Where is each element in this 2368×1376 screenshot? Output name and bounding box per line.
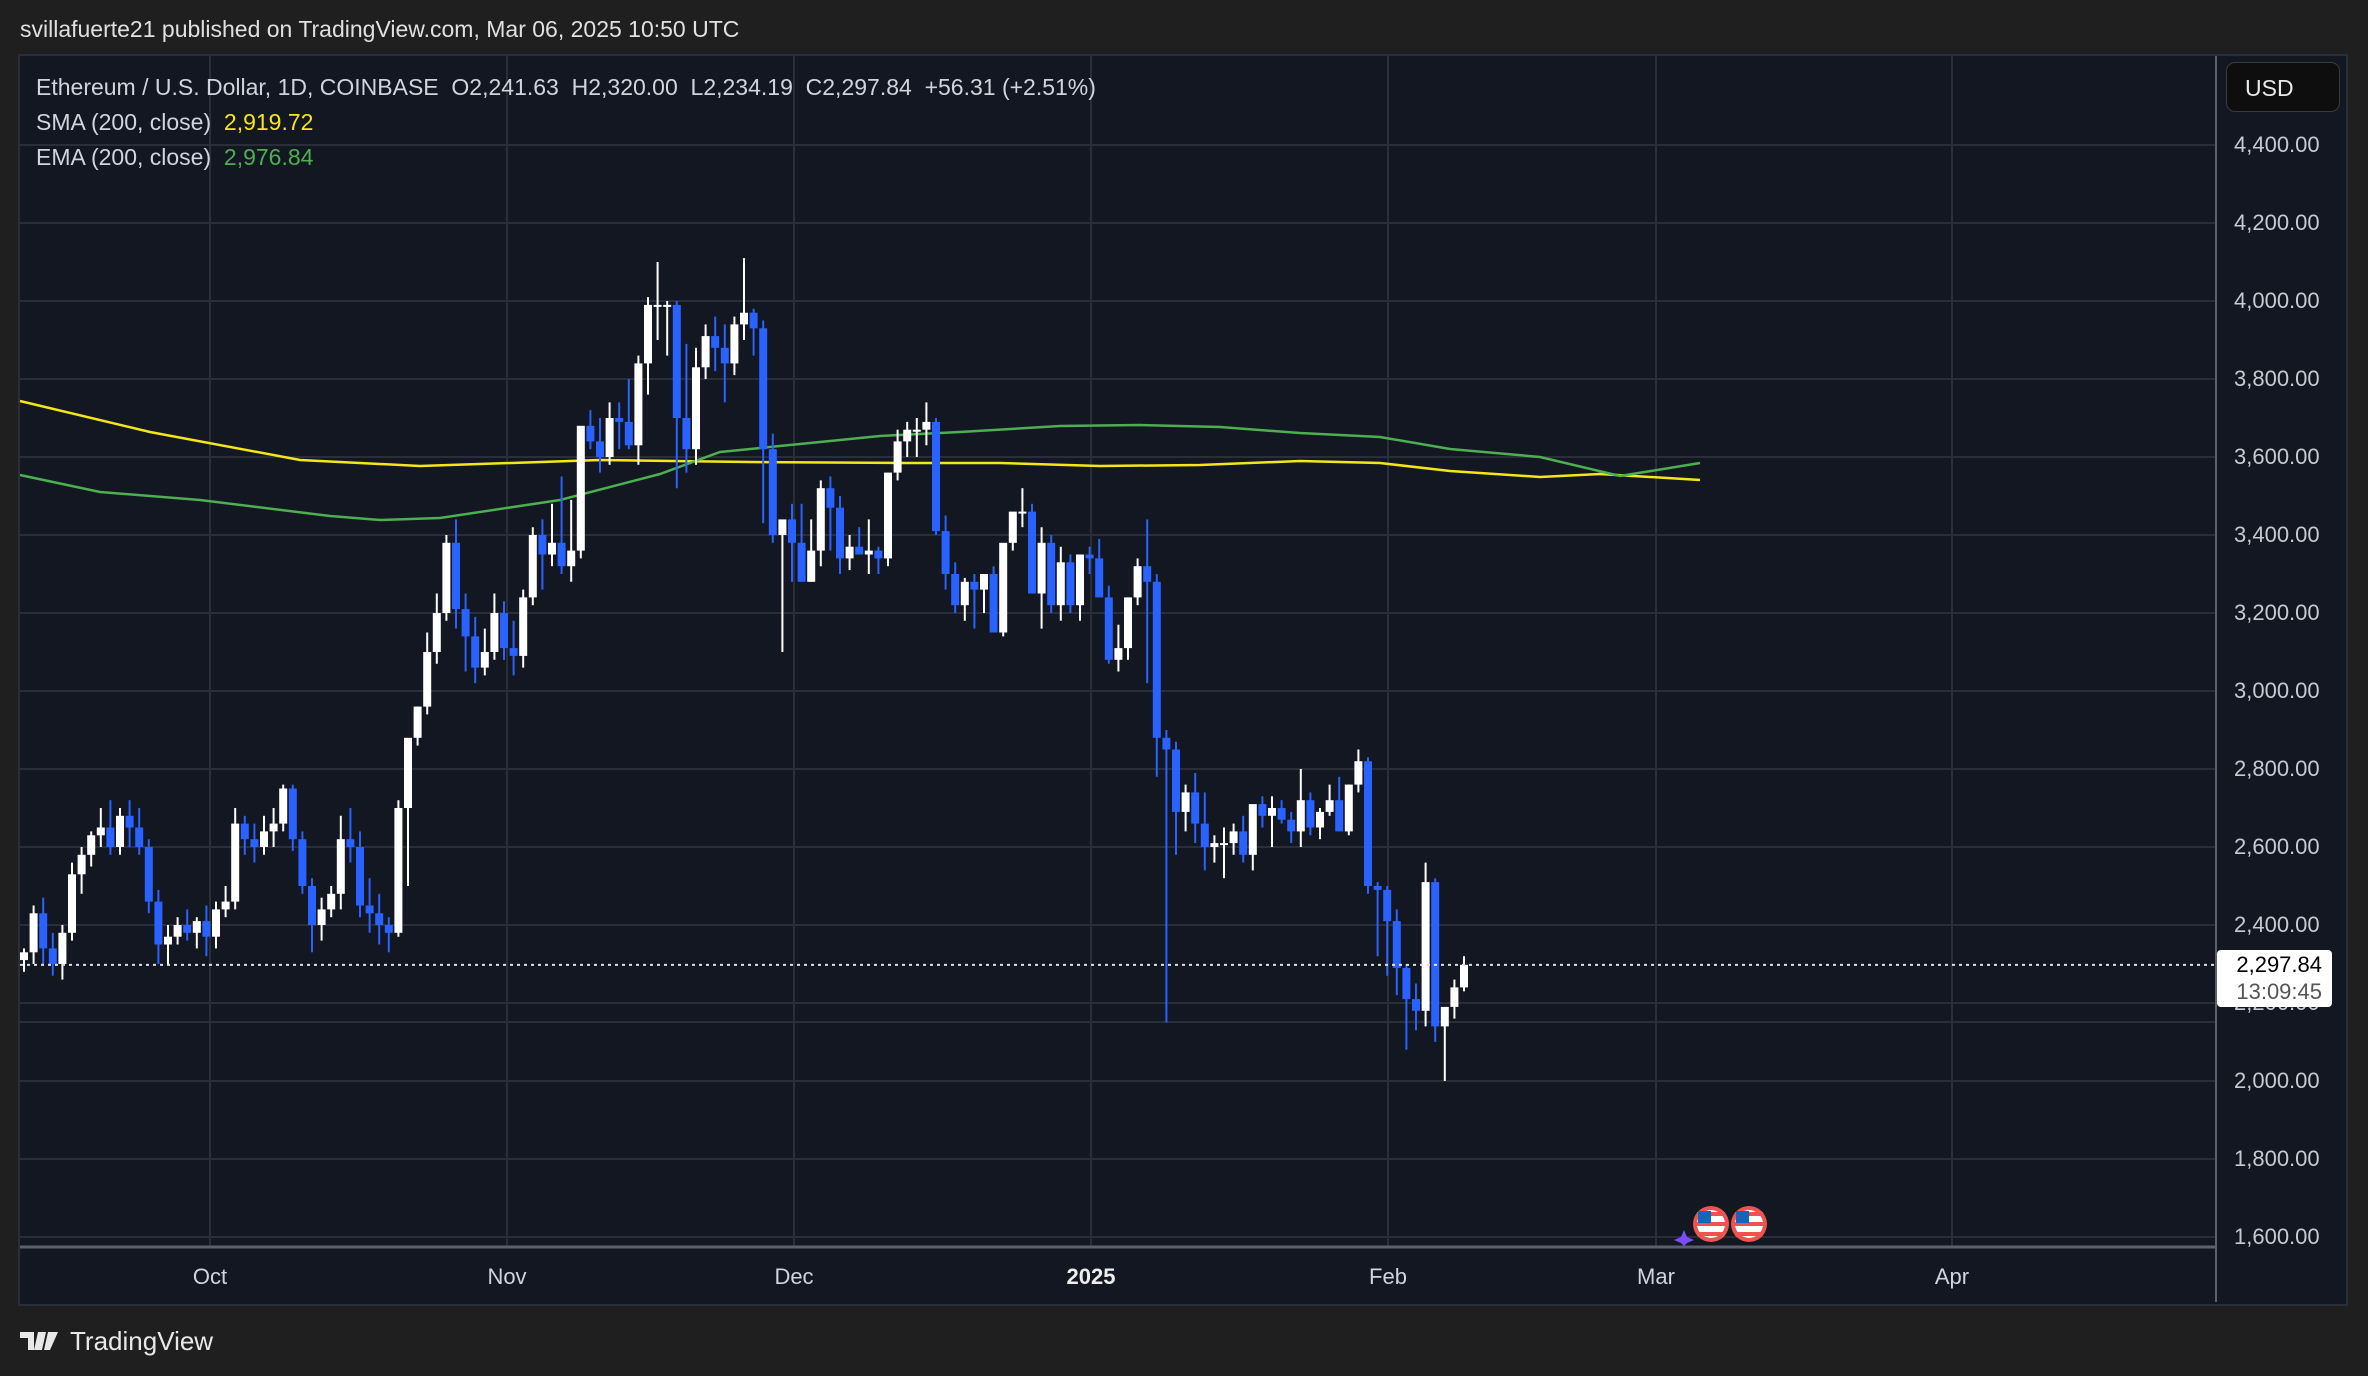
open-value: O2,241.63 [451, 74, 559, 100]
tradingview-logo[interactable]: TradingView [20, 1326, 213, 1357]
price-tick-label: 4,400.00 [2234, 132, 2320, 157]
time-tick-label: Dec [774, 1264, 814, 1289]
symbol-name[interactable]: Ethereum / U.S. Dollar, 1D, COINBASE [36, 74, 439, 100]
chart-legend: Ethereum / U.S. Dollar, 1D, COINBASE O2,… [36, 70, 1096, 175]
tradingview-logo-icon [20, 1331, 58, 1350]
price-tick-label: 4,000.00 [2234, 288, 2320, 313]
ema-value: 2,976.84 [223, 144, 314, 170]
last-price-tag: 2,297.84 13:09:45 [2217, 950, 2332, 1007]
sma-value: 2,919.72 [223, 109, 314, 135]
time-tick-label: Feb [1369, 1264, 1407, 1289]
price-tick-label: 3,600.00 [2234, 444, 2320, 469]
price-tick-label: 2,600.00 [2234, 834, 2320, 859]
sma-label: SMA (200, close) [36, 109, 212, 135]
price-tick-label: 2,800.00 [2234, 756, 2320, 781]
price-tick-label: 3,000.00 [2234, 678, 2320, 703]
price-tick-label: 3,400.00 [2234, 522, 2320, 547]
time-tick-label: Oct [192, 1264, 228, 1289]
us-flag-icon[interactable] [1693, 1206, 1729, 1242]
low-value: L2,234.19 [690, 74, 793, 100]
time-tick-label: Apr [1934, 1264, 1970, 1289]
sma-row[interactable]: SMA (200, close) 2,919.72 [36, 105, 1096, 140]
price-tick-label: 2,000.00 [2234, 1068, 2320, 1093]
ema-row[interactable]: EMA (200, close) 2,976.84 [36, 140, 1096, 175]
price-tick-label: 1,600.00 [2234, 1224, 2320, 1249]
price-tick-label: 3,800.00 [2234, 366, 2320, 391]
price-tick-label: 1,800.00 [2234, 1146, 2320, 1171]
close-value: C2,297.84 [805, 74, 912, 100]
time-tick-label: Nov [487, 1264, 527, 1289]
ohlc-row: Ethereum / U.S. Dollar, 1D, COINBASE O2,… [36, 70, 1096, 105]
price-tick-label: 4,200.00 [2234, 210, 2320, 235]
ema-label: EMA (200, close) [36, 144, 212, 170]
time-tick-label: 2025 [1066, 1264, 1116, 1289]
last-price: 2,297.84 [2236, 952, 2322, 977]
bar-countdown: 13:09:45 [2236, 979, 2322, 1004]
change-value: +56.31 (+2.51%) [924, 74, 1096, 100]
high-value: H2,320.00 [571, 74, 678, 100]
brand-name: TradingView [70, 1326, 214, 1356]
currency-button[interactable]: USD [2226, 62, 2340, 112]
publisher-line: svillafuerte21 published on TradingView.… [20, 16, 740, 42]
economic-events[interactable] [1674, 1200, 1774, 1246]
sparkle-icon [1674, 1230, 1694, 1246]
price-tick-label: 2,400.00 [2234, 912, 2320, 937]
time-tick-label: Mar [1637, 1264, 1675, 1289]
us-flag-icon[interactable] [1731, 1206, 1767, 1242]
price-tick-label: 3,200.00 [2234, 600, 2320, 625]
